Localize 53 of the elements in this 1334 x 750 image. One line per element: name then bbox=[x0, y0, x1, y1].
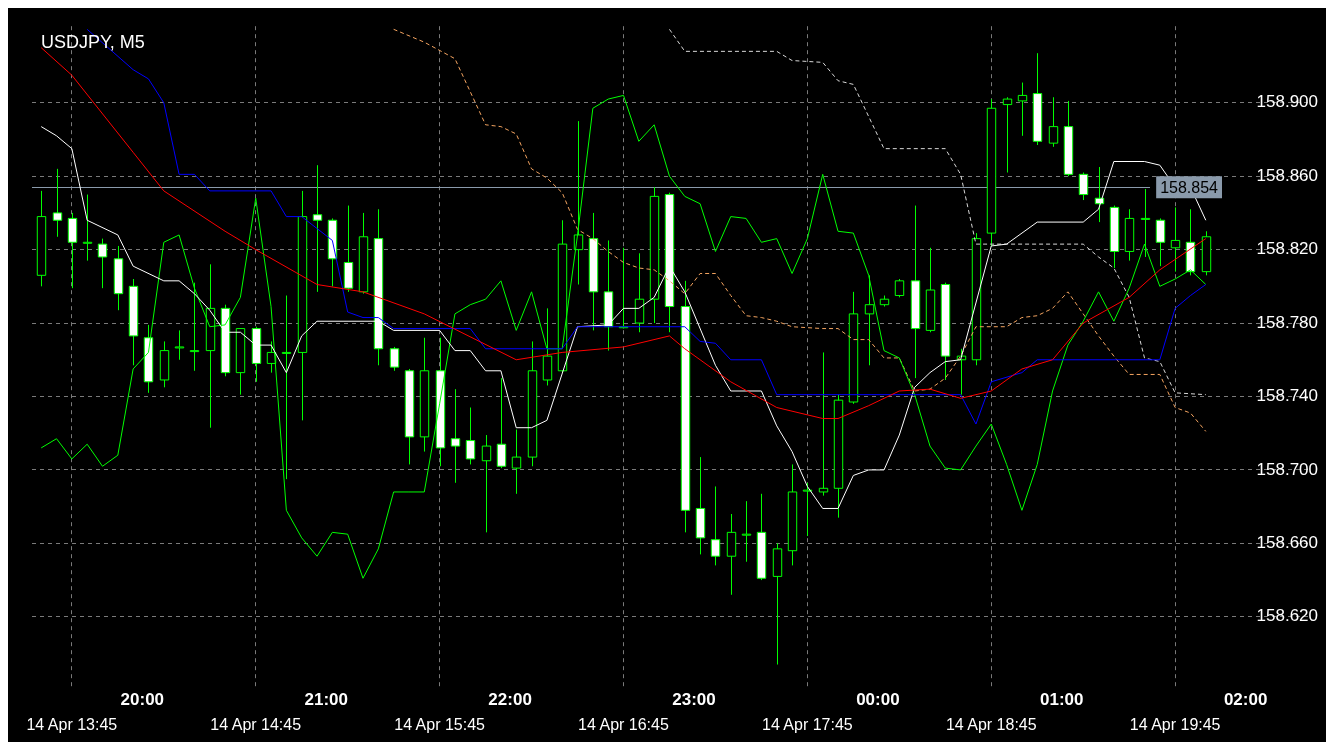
candlestick bbox=[802, 482, 813, 537]
candlestick bbox=[481, 434, 492, 533]
candlestick bbox=[710, 485, 721, 566]
candlestick bbox=[174, 329, 185, 361]
x-tick-label: 14 Apr 16:45 bbox=[578, 715, 669, 733]
candlestick bbox=[389, 346, 400, 372]
candlestick bbox=[189, 282, 200, 372]
candlestick bbox=[726, 513, 737, 596]
candlestick bbox=[1155, 217, 1166, 267]
y-tick-label: 158.700 bbox=[1256, 459, 1318, 479]
y-tick-label: 158.860 bbox=[1256, 165, 1318, 185]
candlestick bbox=[82, 194, 93, 262]
candlestick bbox=[1170, 206, 1181, 273]
candlestick bbox=[281, 295, 292, 480]
candlestick bbox=[67, 212, 78, 289]
y-tick-label: 158.900 bbox=[1256, 92, 1318, 112]
candlestick bbox=[511, 429, 522, 495]
x-tick-label: 14 Apr 13:45 bbox=[26, 715, 118, 733]
y-tick-label: 158.820 bbox=[1256, 239, 1318, 259]
candlestick bbox=[1017, 82, 1028, 137]
x2-tick-label: 01:00 bbox=[1040, 690, 1084, 710]
candlestick bbox=[52, 168, 63, 238]
candlestick bbox=[465, 407, 476, 465]
candlestick bbox=[542, 307, 553, 386]
x-tick-label: 14 Apr 19:45 bbox=[1129, 715, 1221, 733]
candlestick bbox=[496, 377, 507, 469]
x-tick-label: 14 Apr 14:45 bbox=[210, 715, 302, 733]
y-tick-label: 158.660 bbox=[1256, 533, 1318, 553]
y-tick-label: 158.740 bbox=[1256, 386, 1318, 406]
candlestick bbox=[818, 351, 829, 497]
candlestick bbox=[894, 278, 905, 298]
y-tick-label: 158.620 bbox=[1256, 606, 1318, 626]
x-tick-label: 14 Apr 15:45 bbox=[394, 715, 486, 733]
x2-tick-label: 00:00 bbox=[856, 690, 900, 710]
candlestick bbox=[450, 388, 461, 484]
x2-tick-label: 22:00 bbox=[488, 690, 532, 710]
x-tick-label: 14 Apr 18:45 bbox=[945, 715, 1037, 733]
x2-tick-label: 21:00 bbox=[304, 690, 348, 710]
candlestick bbox=[312, 164, 323, 293]
candlestick bbox=[1002, 96, 1013, 174]
ref-line-label: 158.854 bbox=[1160, 178, 1219, 196]
candlestick bbox=[97, 238, 108, 289]
candlestick bbox=[864, 274, 875, 366]
x-tick-label: 14 Apr 17:45 bbox=[762, 715, 853, 733]
candlestick bbox=[1078, 172, 1089, 201]
x2-tick-label: 23:00 bbox=[672, 690, 716, 710]
y-tick-label: 158.780 bbox=[1256, 312, 1318, 332]
candlestick bbox=[1140, 188, 1151, 258]
x2-tick-label: 02:00 bbox=[1223, 690, 1268, 710]
candlestick bbox=[1048, 96, 1059, 148]
x2-tick-label: 20:00 bbox=[120, 690, 165, 710]
candlestick bbox=[741, 500, 752, 563]
candlestick bbox=[634, 252, 645, 333]
